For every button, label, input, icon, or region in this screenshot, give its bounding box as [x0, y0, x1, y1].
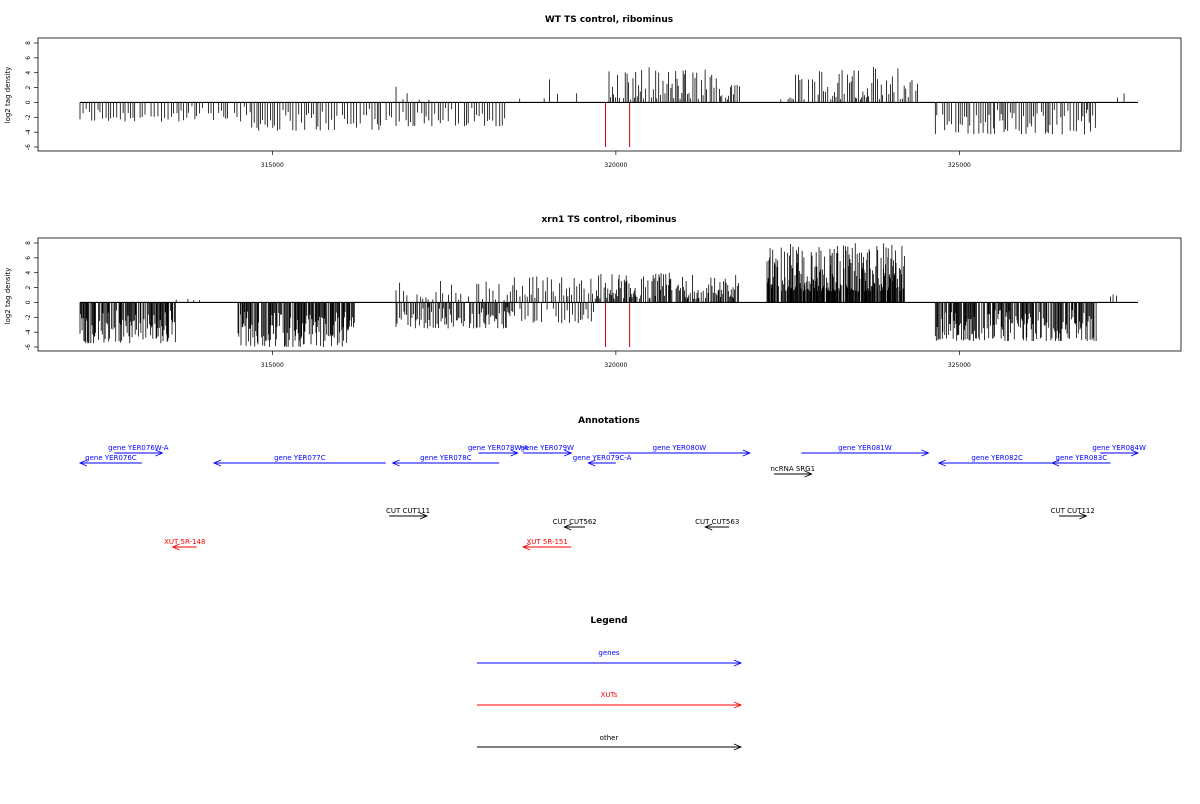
panel-xrn1-y-tick-label: -6: [25, 344, 32, 350]
feature-arrowhead: [78, 459, 88, 467]
panel-xrn1-x-tick-label: 315000: [261, 362, 284, 369]
feature-label: ncRNA SRG1: [770, 465, 815, 473]
panel-wt-frame: [37, 37, 1182, 152]
panel-xrn1-bars: [79, 243, 1117, 347]
panel-wt-x-tick-label: 325000: [948, 162, 971, 169]
panel-wt-y-tick-label: -2: [25, 114, 32, 120]
feature-label: CUT CUT112: [1051, 507, 1095, 515]
panel-xrn1-y-tick-label: 6: [25, 256, 32, 260]
panel-xrn1-y-tick-label: 8: [25, 241, 32, 245]
panel-xrn1-y-tick-label: -4: [25, 329, 32, 335]
feature-label: gene YER078W-A: [468, 444, 529, 452]
legend: Legend genes XUTs other: [477, 616, 743, 751]
feature-arrowhead: [587, 459, 596, 467]
feature-label: CUT CUT562: [553, 518, 597, 526]
panel-wt: WT TS control, ribominus log2 tag densit…: [4, 15, 1182, 169]
legend-arrowhead-xuts: [733, 701, 743, 709]
feature-arrowhead: [937, 459, 946, 467]
feature-arrowhead: [921, 449, 930, 457]
panel-xrn1-ylabel: log2 tag density: [4, 268, 12, 325]
legend-title: Legend: [590, 616, 627, 626]
panel-xrn1-title: xrn1 TS control, ribominus: [541, 215, 676, 225]
panel-wt-bars: [79, 66, 1125, 135]
feature-label: gene YER083C: [1056, 454, 1108, 462]
feature-label: gene YER077C: [274, 454, 326, 462]
feature-label: gene YER076C: [85, 454, 137, 462]
feature-label: XUT 5R-148: [164, 538, 205, 546]
panel-wt-y-tick-label: 4: [25, 71, 32, 75]
feature-arrowhead: [391, 459, 400, 467]
annotations-title: Annotations: [578, 416, 640, 426]
panel-wt-x-tick-label: 315000: [261, 162, 284, 169]
feature-arrowhead: [1050, 459, 1060, 467]
panel-wt-x-axis: 315000 320000 325000: [261, 151, 971, 169]
panel-wt-y-tick-label: 2: [25, 85, 32, 89]
panel-wt-y-tick-label: -4: [25, 129, 32, 135]
feature-label: gene YER080W: [653, 444, 707, 452]
feature-label: gene YER076W-A: [108, 444, 169, 452]
legend-arrowhead-other: [733, 743, 743, 751]
panel-wt-y-tick-label: 6: [25, 56, 32, 60]
panel-wt-y-axis: [34, 42, 38, 148]
panel-wt-markers: [605, 102, 631, 147]
feature-arrowhead: [419, 512, 429, 520]
panel-xrn1-x-tick-label: 325000: [948, 362, 971, 369]
panel-xrn1-markers: [605, 302, 631, 347]
panel-xrn1-y-tick-label: 4: [25, 271, 32, 275]
panel-wt-ylabel: log2 tag density: [4, 67, 12, 124]
panel-wt-y-tick-label: 8: [25, 41, 32, 45]
feature-label: gene YER079W: [520, 444, 574, 452]
panel-xrn1-y-tick-labels: -6 -4 -2 0 2 4 6 8: [25, 241, 32, 350]
panel-xrn1-y-tick-label: 2: [25, 285, 32, 289]
feature-arrowhead: [510, 449, 519, 457]
annotation-labels: gene YER076W-A gene YER076C gene YER077C…: [85, 444, 1146, 546]
annotations-track: Annotations gene YER076W-A gene YER076C …: [78, 416, 1146, 551]
feature-label: gene YER084W: [1092, 444, 1146, 452]
legend-label-xuts: XUTs: [601, 691, 618, 699]
panel-xrn1-frame: [37, 237, 1182, 352]
annotation-features: [78, 449, 1140, 551]
feature-arrowhead: [564, 449, 573, 457]
feature-arrowhead: [742, 449, 751, 457]
panel-xrn1-y-axis: [34, 242, 38, 348]
feature-label: gene YER082C: [971, 454, 1023, 462]
legend-label-other: other: [600, 734, 619, 742]
panel-xrn1-y-tick-label: -2: [25, 314, 32, 320]
panel-wt-y-tick-label: 0: [25, 100, 32, 104]
legend-label-genes: genes: [598, 649, 619, 657]
feature-arrowhead: [155, 449, 164, 457]
panel-wt-y-tick-label: -6: [25, 144, 32, 150]
feature-label: gene YER078C: [420, 454, 472, 462]
feature-label: gene YER079C-A: [573, 454, 632, 462]
feature-arrowhead: [171, 543, 180, 551]
feature-arrowhead: [1130, 449, 1140, 457]
feature-label: XUT 5R-151: [526, 538, 567, 546]
panel-xrn1-y-tick-label: 0: [25, 300, 32, 304]
panel-wt-x-tick-label: 320000: [604, 162, 627, 169]
feature-label: CUT CUT563: [695, 518, 739, 526]
legend-arrowhead-genes: [733, 659, 743, 667]
panel-xrn1-x-axis: 315000 320000 325000: [261, 351, 971, 369]
feature-label: CUT CUT111: [386, 507, 430, 515]
feature-arrowhead: [1079, 512, 1088, 520]
feature-arrowhead: [704, 523, 713, 531]
panel-wt-y-tick-labels: -6 -4 -2 0 2 4 6 8: [25, 41, 32, 150]
feature-arrowhead: [563, 523, 572, 531]
feature-arrowhead: [212, 459, 222, 467]
feature-arrowhead: [804, 470, 813, 478]
feature-arrowhead: [521, 543, 531, 551]
panel-xrn1-x-tick-label: 320000: [604, 362, 627, 369]
feature-label: gene YER081W: [838, 444, 892, 452]
panel-xrn1: xrn1 TS control, ribominus log2 tag dens…: [4, 215, 1182, 369]
panel-wt-title: WT TS control, ribominus: [545, 15, 673, 25]
